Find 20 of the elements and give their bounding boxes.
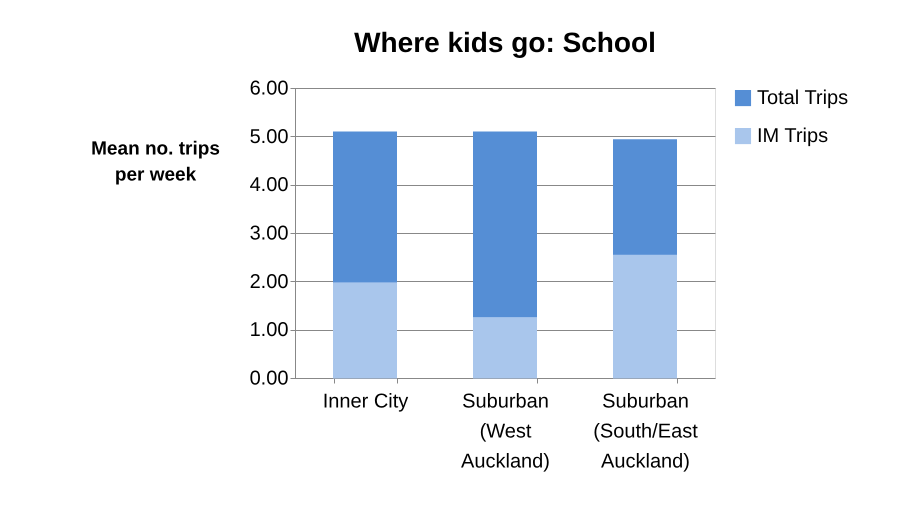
y-tick-label: 1.00 — [250, 319, 288, 342]
y-axis-title: Mean no. trips per week — [91, 138, 220, 186]
x-tick-label: Suburban (South/East Auckland) — [593, 390, 698, 472]
x-tick-label: Suburban (West Auckland) — [461, 390, 550, 472]
y-tick-label: 2.00 — [250, 270, 288, 293]
legend-label: IM Trips — [757, 125, 828, 147]
y-tick-label: 6.00 — [250, 78, 288, 100]
bar — [333, 131, 397, 282]
x-tick-label: Inner City — [322, 390, 408, 412]
y-tick-label: 0.00 — [250, 368, 288, 390]
y-tick-label: 3.00 — [250, 222, 288, 244]
chart-title: Where kids go: School — [354, 27, 656, 58]
bar — [613, 254, 677, 378]
y-tick-label: 5.00 — [250, 126, 288, 148]
bar — [613, 139, 677, 255]
legend-label: Total Trips — [757, 87, 848, 109]
bar — [333, 281, 397, 378]
bar — [473, 131, 537, 318]
bar — [473, 316, 537, 378]
y-tick-label: 4.00 — [250, 174, 288, 196]
